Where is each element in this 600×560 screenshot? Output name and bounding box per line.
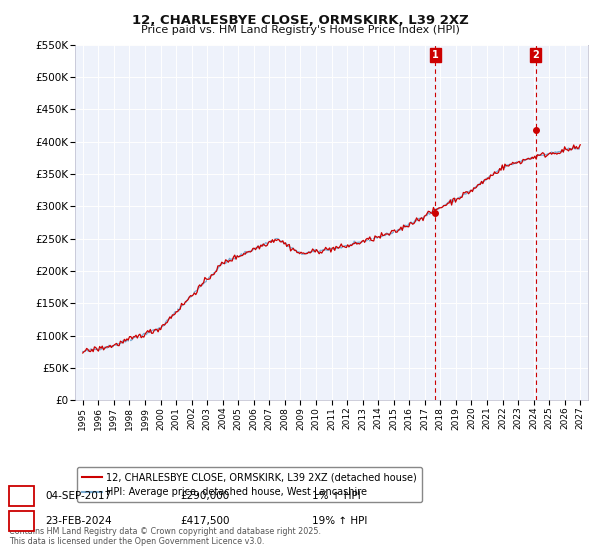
Text: Contains HM Land Registry data © Crown copyright and database right 2025.
This d: Contains HM Land Registry data © Crown c… [9,526,321,546]
Text: 19% ↑ HPI: 19% ↑ HPI [312,516,367,526]
Text: 2: 2 [18,516,25,526]
Text: 04-SEP-2017: 04-SEP-2017 [45,491,111,501]
Text: 1: 1 [18,491,25,501]
Text: 1: 1 [432,50,439,60]
Text: 1% ↑ HPI: 1% ↑ HPI [312,491,361,501]
Text: 12, CHARLESBYE CLOSE, ORMSKIRK, L39 2XZ: 12, CHARLESBYE CLOSE, ORMSKIRK, L39 2XZ [131,14,469,27]
Text: 2: 2 [532,50,539,60]
Text: £417,500: £417,500 [180,516,229,526]
Text: 23-FEB-2024: 23-FEB-2024 [45,516,112,526]
Text: Price paid vs. HM Land Registry's House Price Index (HPI): Price paid vs. HM Land Registry's House … [140,25,460,35]
Legend: 12, CHARLESBYE CLOSE, ORMSKIRK, L39 2XZ (detached house), HPI: Average price, de: 12, CHARLESBYE CLOSE, ORMSKIRK, L39 2XZ … [77,468,422,502]
Text: £290,000: £290,000 [180,491,229,501]
